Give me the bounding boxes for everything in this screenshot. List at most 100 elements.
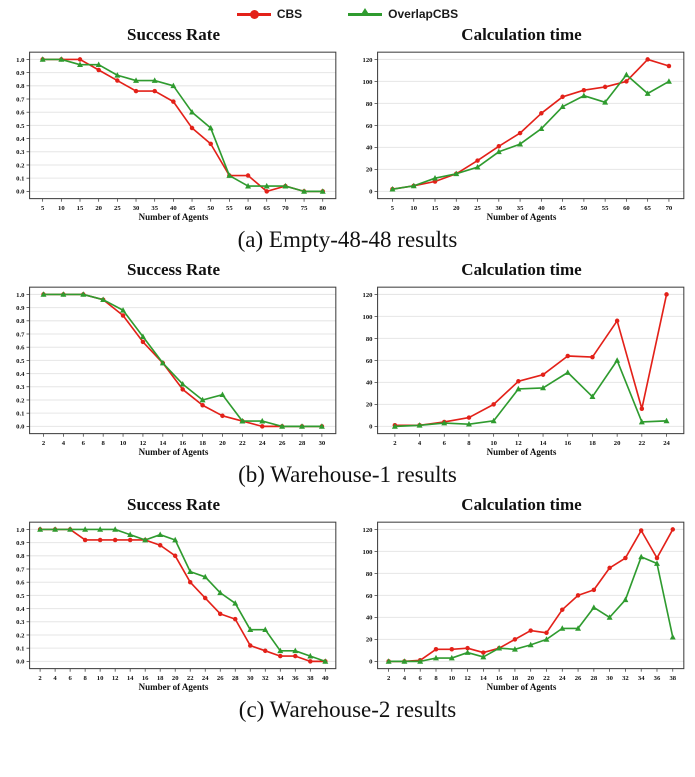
svg-text:0.2: 0.2 xyxy=(16,632,25,639)
svg-text:80: 80 xyxy=(365,100,372,107)
svg-text:6: 6 xyxy=(418,675,422,682)
svg-text:20: 20 xyxy=(171,675,178,682)
svg-text:16: 16 xyxy=(141,675,148,682)
svg-text:10: 10 xyxy=(96,675,103,682)
svg-text:15: 15 xyxy=(431,205,438,212)
svg-text:24: 24 xyxy=(663,440,670,447)
svg-text:8: 8 xyxy=(101,440,105,447)
svg-text:65: 65 xyxy=(644,205,651,212)
svg-text:40: 40 xyxy=(365,615,372,622)
chart-title: Calculation time xyxy=(461,495,582,515)
svg-text:38: 38 xyxy=(306,675,313,682)
svg-text:8: 8 xyxy=(467,440,471,447)
svg-text:26: 26 xyxy=(278,440,285,447)
svg-text:28: 28 xyxy=(231,675,238,682)
empty-success-rate-plot: 0.0 0.1 0.2 0.3 0.4 0.5 0.6 0.7 0.8 0.9 1.0 5 10 15 20… xyxy=(16,51,336,212)
svg-text:14: 14 xyxy=(480,675,487,682)
cbs-line-sample xyxy=(236,9,271,19)
svg-text:8: 8 xyxy=(434,675,438,682)
svg-text:20: 20 xyxy=(527,675,534,682)
chart-warehouse1-calculation-time: Calculation time 0 20 40 60 80 100 120 2 4 6 8 10 12… xyxy=(353,259,691,457)
caption-a: (a) Empty-48-48 results xyxy=(237,226,458,252)
legend: CBS OverlapCBS xyxy=(236,4,458,24)
svg-text:10: 10 xyxy=(119,440,126,447)
x-axis-label: Number of Agents xyxy=(486,211,557,222)
svg-text:0.7: 0.7 xyxy=(16,567,25,574)
svg-text:32: 32 xyxy=(261,675,268,682)
svg-text:30: 30 xyxy=(606,675,613,682)
svg-text:70: 70 xyxy=(282,205,289,212)
svg-text:2: 2 xyxy=(393,440,397,447)
legend-item-cbs: CBS xyxy=(236,7,302,21)
svg-text:12: 12 xyxy=(515,440,522,447)
svg-text:1.0: 1.0 xyxy=(16,292,25,299)
svg-text:40: 40 xyxy=(365,380,372,387)
svg-text:40: 40 xyxy=(365,144,372,151)
svg-text:24: 24 xyxy=(558,675,565,682)
svg-text:80: 80 xyxy=(365,336,372,343)
legend-item-overlapcbs: OverlapCBS xyxy=(348,7,458,21)
chart-warehouse1-success-rate: Success Rate 0.0 0.1 0.2 0.3 0.4 0.5 0.6 0.7 0.8… xyxy=(5,259,343,457)
svg-text:120: 120 xyxy=(362,292,373,299)
svg-text:0.8: 0.8 xyxy=(16,553,25,560)
svg-text:55: 55 xyxy=(601,205,608,212)
svg-text:0.7: 0.7 xyxy=(16,331,25,338)
svg-text:65: 65 xyxy=(263,205,270,212)
svg-text:6: 6 xyxy=(81,440,85,447)
svg-text:50: 50 xyxy=(580,205,587,212)
svg-text:70: 70 xyxy=(665,205,672,212)
row-empty-48-48: Success Rate 0.0 0.1 0.2 0.3 0.4 0.5 0.6 0.7 0.8… xyxy=(0,24,695,259)
svg-text:2: 2 xyxy=(38,675,42,682)
svg-text:30: 30 xyxy=(246,675,253,682)
x-axis-label: Number of Agents xyxy=(138,447,209,458)
chart-title: Calculation time xyxy=(461,25,582,44)
svg-text:5: 5 xyxy=(40,205,44,212)
svg-text:0.8: 0.8 xyxy=(16,83,25,90)
svg-text:14: 14 xyxy=(539,440,546,447)
svg-text:10: 10 xyxy=(58,205,65,212)
svg-text:0.0: 0.0 xyxy=(16,659,25,666)
svg-text:35: 35 xyxy=(516,205,523,212)
svg-text:20: 20 xyxy=(365,402,372,409)
svg-text:26: 26 xyxy=(216,675,223,682)
svg-text:0: 0 xyxy=(369,424,373,431)
charts-row-b: Success Rate 0.0 0.1 0.2 0.3 0.4 0.5 0.6 0.7 0.8… xyxy=(0,259,695,457)
svg-text:4: 4 xyxy=(417,440,421,447)
svg-text:20: 20 xyxy=(365,166,372,173)
chart-empty-success-rate: Success Rate 0.0 0.1 0.2 0.3 0.4 0.5 0.6 0.7 0.8… xyxy=(5,24,343,222)
triangle-marker-icon xyxy=(360,7,371,16)
svg-text:18: 18 xyxy=(589,440,596,447)
svg-text:0.3: 0.3 xyxy=(16,149,25,156)
svg-text:20: 20 xyxy=(452,205,459,212)
svg-text:0.6: 0.6 xyxy=(16,344,25,351)
svg-text:50: 50 xyxy=(207,205,214,212)
svg-text:0.4: 0.4 xyxy=(16,371,25,378)
svg-text:60: 60 xyxy=(365,358,372,365)
svg-text:12: 12 xyxy=(464,675,471,682)
svg-text:0.5: 0.5 xyxy=(16,593,25,600)
svg-text:100: 100 xyxy=(362,78,373,85)
svg-text:80: 80 xyxy=(365,571,372,578)
svg-text:20: 20 xyxy=(95,205,102,212)
x-axis-label: Number of Agents xyxy=(486,682,557,693)
chart-warehouse2-success-rate: Success Rate 0.0 0.1 0.2 0.3 0.4 0.5 0.6 0.7 0.8… xyxy=(5,494,343,692)
row-warehouse-1: Success Rate 0.0 0.1 0.2 0.3 0.4 0.5 0.6 0.7 0.8… xyxy=(0,259,695,494)
svg-text:0.0: 0.0 xyxy=(16,424,25,431)
svg-text:18: 18 xyxy=(156,675,163,682)
svg-text:22: 22 xyxy=(638,440,645,447)
svg-text:12: 12 xyxy=(111,675,118,682)
svg-text:60: 60 xyxy=(365,593,372,600)
svg-text:4: 4 xyxy=(53,675,57,682)
svg-text:30: 30 xyxy=(495,205,502,212)
svg-text:16: 16 xyxy=(179,440,186,447)
svg-text:60: 60 xyxy=(365,122,372,129)
svg-text:20: 20 xyxy=(365,637,372,644)
empty-calculation-time-plot: 0 20 40 60 80 100 120 5 10 15 20 25 30 35 40 45 50 55 60 65… xyxy=(362,51,684,212)
svg-text:20: 20 xyxy=(219,440,226,447)
svg-text:0.4: 0.4 xyxy=(16,136,25,143)
row-warehouse-2: Success Rate 0.0 0.1 0.2 0.3 0.4 0.5 0.6 0.7 0.8… xyxy=(0,494,695,729)
svg-text:22: 22 xyxy=(186,675,193,682)
svg-text:38: 38 xyxy=(669,675,676,682)
